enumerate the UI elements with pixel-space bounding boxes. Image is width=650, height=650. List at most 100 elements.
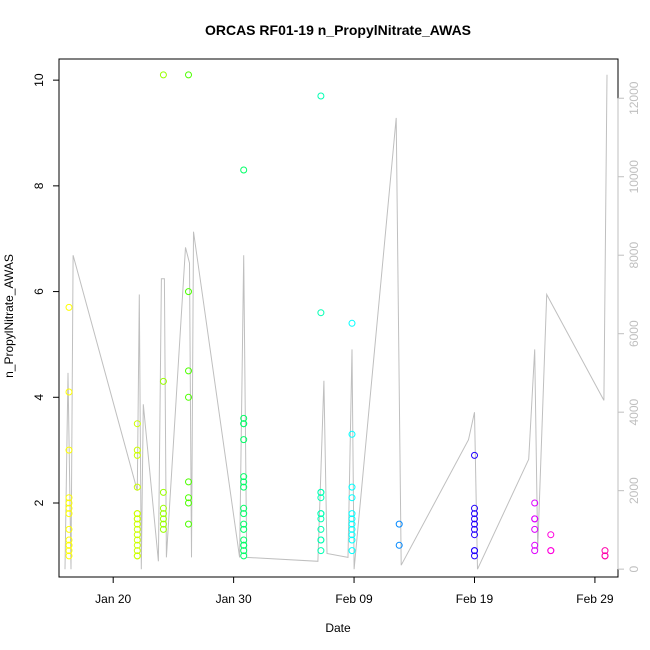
data-point [348, 515, 356, 523]
data-point [133, 525, 141, 533]
data-point [133, 420, 141, 428]
x-tick-label: Jan 30 [216, 592, 252, 606]
data-point [240, 436, 248, 444]
axes-layer: Jan 20 Jan 30 Feb 09 Feb 19 Feb 29 2 4 6 8 10 0 200… [32, 73, 641, 606]
data-point [185, 393, 192, 401]
data-point [240, 478, 248, 486]
y-axis-label: n_PropylNitrate_AWAS [2, 254, 16, 378]
x-tick-label: Feb 09 [335, 592, 373, 606]
data-point [65, 552, 73, 560]
data-point [317, 547, 325, 555]
plot-frame [58, 58, 619, 578]
data-point [65, 547, 73, 555]
y-tick-label-left: 4 [32, 394, 46, 401]
altitude-line [64, 74, 608, 570]
data-point [531, 547, 539, 555]
data-point [317, 515, 325, 523]
x-tick-label: Feb 19 [456, 592, 494, 606]
data-point [185, 478, 192, 486]
data-point [65, 504, 73, 512]
data-point [65, 541, 73, 549]
data-point [133, 536, 141, 544]
data-point [471, 552, 478, 560]
data-point [348, 430, 356, 438]
y-tick-label-right: 0 [627, 565, 641, 572]
x-tick-label: Jan 20 [95, 592, 131, 606]
data-point [240, 525, 248, 533]
data-point [531, 515, 539, 523]
data-point [348, 319, 356, 327]
data-point [348, 531, 356, 539]
y-tick-label-left: 6 [32, 288, 46, 295]
data-point [65, 536, 73, 544]
y-tick-label-right: 4000 [627, 399, 641, 426]
data-point [395, 541, 403, 549]
data-point [317, 488, 325, 496]
data-point [159, 71, 167, 79]
data-point [601, 552, 609, 560]
data-point [65, 510, 73, 518]
data-point [471, 525, 478, 533]
data-point [317, 525, 325, 533]
data-point [185, 494, 192, 502]
data-point [531, 525, 539, 533]
y-tick-label-right: 8000 [627, 242, 641, 269]
data-point [240, 483, 248, 491]
data-point [240, 536, 248, 544]
data-point [65, 499, 73, 507]
y-tick-label-right: 10000 [627, 160, 641, 194]
data-point [240, 520, 248, 528]
data-point [133, 531, 141, 539]
data-point [240, 414, 248, 422]
data-point [133, 520, 141, 528]
data-point [65, 525, 73, 533]
data-point [348, 483, 356, 491]
data-point [531, 541, 539, 549]
x-tick-label: Feb 29 [576, 592, 614, 606]
data-point [317, 536, 325, 544]
data-point [471, 531, 478, 539]
data-point [240, 552, 248, 560]
data-point [471, 451, 478, 459]
chart-title: ORCAS RF01-19 n_PropylNitrate_AWAS [205, 22, 471, 38]
data-point [395, 520, 403, 528]
data-point [240, 547, 248, 555]
data-point [348, 494, 356, 502]
data-point [65, 303, 73, 311]
y-tick-label-left: 2 [32, 499, 46, 506]
data-point [65, 388, 73, 396]
data-point [133, 510, 141, 518]
data-point [133, 483, 141, 491]
data-point [65, 494, 73, 502]
data-point [185, 520, 192, 528]
data-point [348, 525, 356, 533]
data-point [317, 309, 325, 317]
data-point [185, 499, 192, 507]
data-point [185, 288, 192, 296]
data-point [133, 446, 141, 454]
data-point [471, 515, 478, 523]
data-point [159, 520, 167, 528]
data-point [159, 525, 167, 533]
data-point [531, 499, 539, 507]
data-point [159, 504, 167, 512]
data-point [159, 515, 167, 523]
y-tick-label-right: 12000 [627, 81, 641, 115]
data-point [159, 377, 167, 385]
x-axis-label: Date [325, 621, 351, 635]
data-point [240, 166, 248, 174]
data-point [348, 510, 356, 518]
data-point [240, 473, 248, 481]
data-point [240, 541, 248, 549]
data-point [159, 488, 167, 496]
data-point [240, 504, 248, 512]
y-tick-label-right: 6000 [627, 320, 641, 347]
data-point [317, 92, 325, 100]
data-point [471, 547, 478, 555]
data-point [133, 547, 141, 555]
y-tick-label-left: 10 [32, 73, 46, 87]
data-point [185, 367, 192, 375]
data-point [348, 547, 356, 555]
